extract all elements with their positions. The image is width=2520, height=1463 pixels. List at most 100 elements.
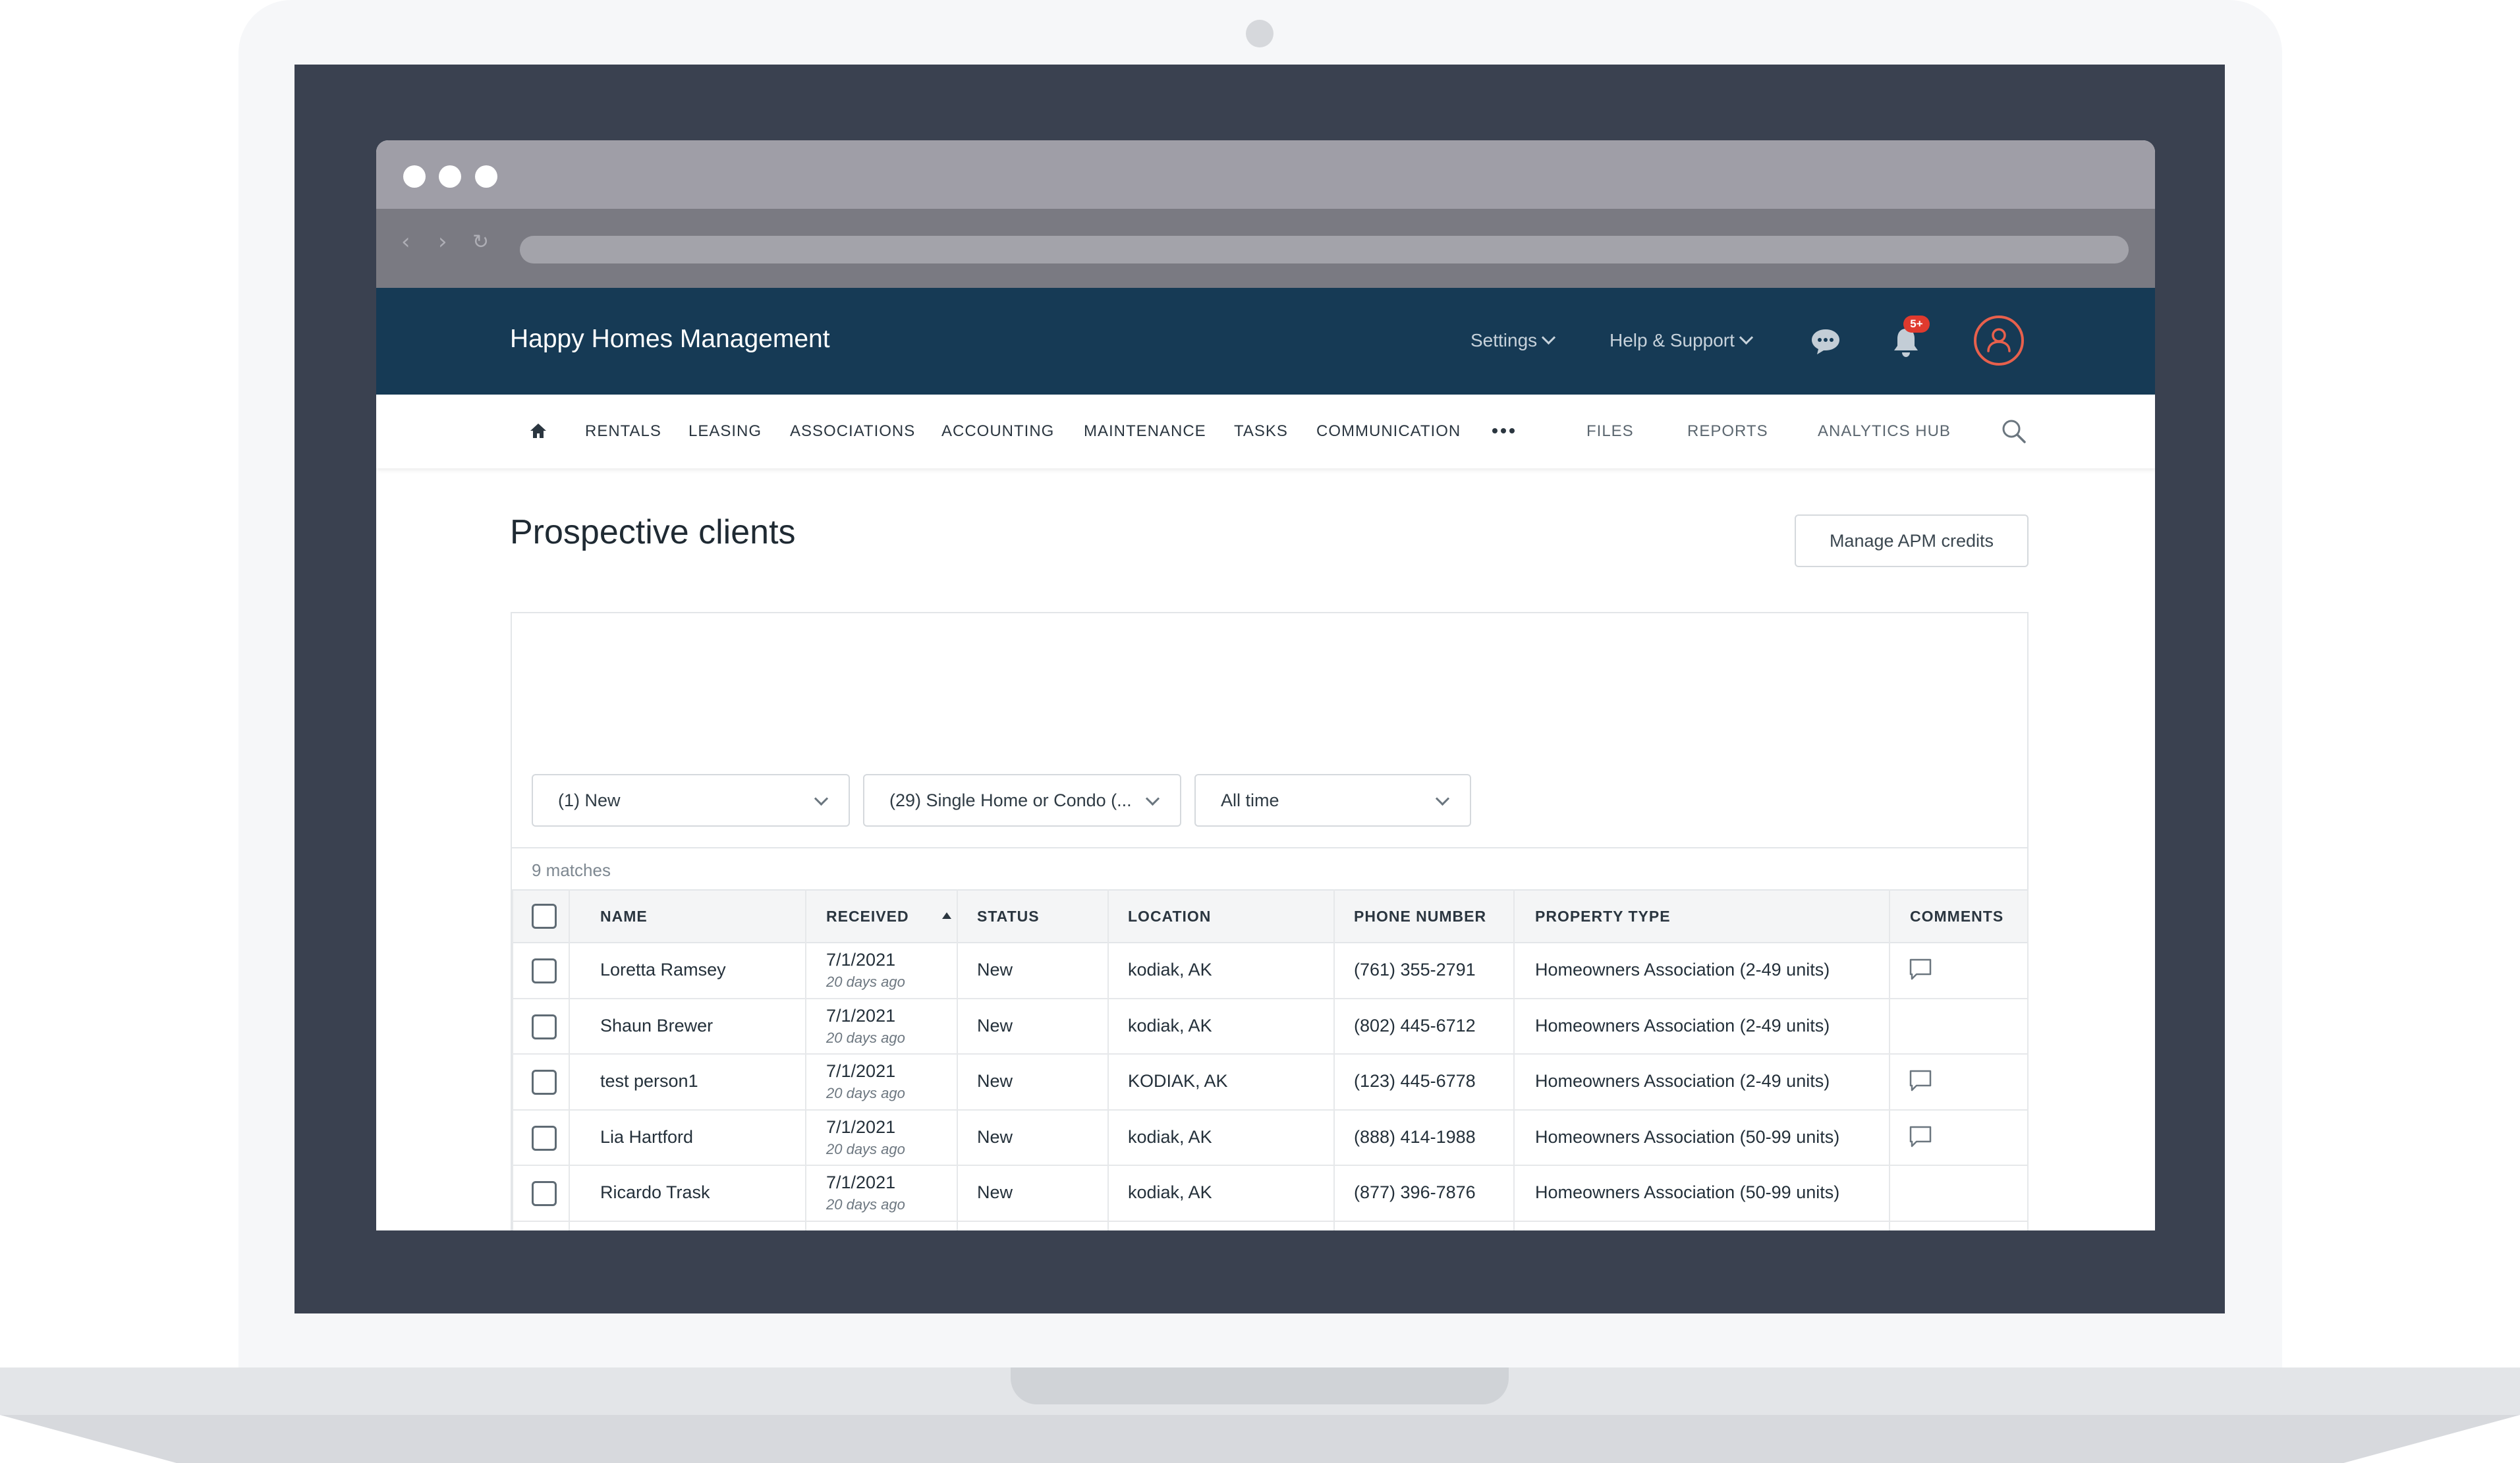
received-date: 7/1/2021 bbox=[826, 950, 896, 970]
row-divider bbox=[512, 1053, 2027, 1055]
notification-badge: 5+ bbox=[1903, 316, 1930, 333]
client-name-link[interactable]: Ricardo Trask bbox=[600, 1182, 710, 1202]
browser-window: ‹ › ↻ Happy Homes Management Settings He… bbox=[376, 140, 2155, 1230]
column-header-location[interactable]: LOCATION bbox=[1128, 908, 1212, 925]
status-value: New bbox=[977, 1182, 1013, 1202]
column-header-received[interactable]: RECEIVED bbox=[826, 908, 909, 925]
back-arrow-icon[interactable]: ‹ bbox=[401, 229, 410, 255]
nav-rentals[interactable]: RENTALS bbox=[585, 422, 661, 440]
column-divider bbox=[1889, 889, 1890, 1230]
app-header: Happy Homes Management Settings Help & S… bbox=[376, 288, 2155, 395]
property-type-filter-value: (29) Single Home or Condo (... bbox=[889, 790, 1132, 810]
client-name-link[interactable]: test person1 bbox=[600, 1071, 698, 1091]
property-type-value: Homeowners Association (50-99 units) bbox=[1535, 1127, 1840, 1147]
column-divider bbox=[569, 889, 570, 1230]
location-value: kodiak, AK bbox=[1128, 1182, 1212, 1202]
status-value: New bbox=[977, 1016, 1013, 1035]
received-relative: 20 days ago bbox=[826, 1030, 905, 1046]
address-bar[interactable] bbox=[520, 236, 2129, 263]
row-checkbox[interactable] bbox=[532, 958, 557, 983]
user-avatar[interactable] bbox=[1974, 316, 2024, 366]
manage-apm-credits-button[interactable]: Manage APM credits bbox=[1795, 514, 2029, 567]
column-header-name[interactable]: NAME bbox=[600, 908, 648, 925]
client-name-link[interactable]: Loretta Ramsey bbox=[600, 960, 726, 980]
column-divider bbox=[1333, 889, 1335, 1230]
received-date: 7/1/2021 bbox=[826, 1006, 896, 1026]
time-filter-value: All time bbox=[1221, 790, 1279, 810]
home-icon[interactable] bbox=[529, 422, 547, 439]
column-header-status[interactable]: STATUS bbox=[977, 908, 1040, 925]
window-minimize-dot[interactable] bbox=[439, 165, 461, 188]
window-maximize-dot[interactable] bbox=[475, 165, 497, 188]
column-divider bbox=[2027, 889, 2029, 1230]
row-checkbox[interactable] bbox=[532, 1181, 557, 1206]
received-date: 7/1/2021 bbox=[826, 1228, 895, 1230]
search-icon[interactable] bbox=[2001, 418, 2027, 445]
comment-icon[interactable] bbox=[1909, 1125, 1932, 1149]
bell-icon[interactable] bbox=[1891, 326, 1920, 359]
row-checkbox[interactable] bbox=[532, 1014, 557, 1039]
column-divider bbox=[805, 889, 806, 1230]
row-divider bbox=[512, 1165, 2027, 1166]
received-relative: 20 days ago bbox=[826, 1141, 905, 1157]
nav-communication[interactable]: COMMUNICATION bbox=[1316, 422, 1461, 440]
received-relative: 20 days ago bbox=[826, 1196, 905, 1213]
settings-label: Settings bbox=[1470, 330, 1538, 350]
location-value: kodiak, AK bbox=[1128, 1016, 1212, 1035]
forward-arrow-icon[interactable]: › bbox=[438, 229, 447, 255]
reload-icon[interactable]: ↻ bbox=[472, 231, 490, 254]
received-date: 7/1/2021 bbox=[826, 1173, 896, 1192]
column-header-comments[interactable]: COMMENTS bbox=[1910, 908, 2004, 925]
user-avatar-icon bbox=[1987, 328, 2011, 352]
time-filter-select[interactable]: All time bbox=[1194, 774, 1471, 827]
filter-divider bbox=[512, 847, 2027, 848]
chevron-down-icon bbox=[814, 791, 829, 806]
row-divider bbox=[512, 998, 2027, 999]
nav-tasks[interactable]: TASKS bbox=[1234, 422, 1288, 440]
status-value: New bbox=[977, 1127, 1013, 1147]
phone-value: (123) 445-6778 bbox=[1354, 1071, 1476, 1091]
help-label: Help & Support bbox=[1610, 330, 1735, 350]
chat-bubble-icon[interactable] bbox=[1810, 327, 1841, 356]
client-name-link[interactable]: Shaun Brewer bbox=[600, 1016, 714, 1035]
property-type-value: Homeowners Association (50-99 units) bbox=[1535, 1182, 1840, 1202]
app-title: Happy Homes Management bbox=[510, 325, 830, 353]
location-value: kodiak, AK bbox=[1128, 1127, 1212, 1147]
nav-files[interactable]: FILES bbox=[1586, 422, 1634, 440]
status-filter-select[interactable]: (1) New bbox=[532, 774, 850, 827]
browser-toolbar: ‹ › ↻ bbox=[376, 209, 2155, 288]
comment-icon[interactable] bbox=[1909, 1069, 1932, 1093]
comment-icon[interactable] bbox=[1909, 958, 1932, 981]
phone-value: (802) 445-6712 bbox=[1354, 1016, 1476, 1035]
window-close-dot[interactable] bbox=[403, 165, 426, 188]
column-header-property-type[interactable]: PROPERTY TYPE bbox=[1535, 908, 1671, 925]
phone-value: (888) 414-1988 bbox=[1354, 1127, 1476, 1147]
row-checkbox[interactable] bbox=[532, 1070, 557, 1095]
status-value: New bbox=[977, 960, 1013, 980]
property-type-filter-select[interactable]: (29) Single Home or Condo (... bbox=[863, 774, 1181, 827]
sort-ascending-icon[interactable] bbox=[942, 912, 951, 919]
table-header bbox=[512, 889, 2027, 943]
property-type-value: Homeowners Association (2-49 units) bbox=[1535, 960, 1830, 980]
chevron-down-icon bbox=[1435, 791, 1450, 806]
chevron-down-icon bbox=[1542, 330, 1556, 345]
nav-leasing[interactable]: LEASING bbox=[688, 422, 762, 440]
nav-maintenance[interactable]: MAINTENANCE bbox=[1084, 422, 1206, 440]
nav-associations[interactable]: ASSOCIATIONS bbox=[790, 422, 916, 440]
help-support-menu[interactable]: Help & Support bbox=[1610, 330, 1753, 351]
select-all-checkbox[interactable] bbox=[532, 904, 557, 929]
status-filter-value: (1) New bbox=[558, 790, 621, 810]
column-header-phone[interactable]: PHONE NUMBER bbox=[1354, 908, 1487, 925]
row-checkbox[interactable] bbox=[532, 1126, 557, 1151]
chevron-down-icon bbox=[1145, 791, 1160, 806]
nav-analytics-hub[interactable]: ANALYTICS HUB bbox=[1818, 422, 1951, 440]
laptop-camera bbox=[1246, 20, 1274, 47]
more-dots-icon[interactable] bbox=[1492, 428, 1515, 434]
nav-accounting[interactable]: ACCOUNTING bbox=[941, 422, 1055, 440]
row-divider bbox=[512, 1109, 2027, 1111]
main-nav: RENTALS LEASING ASSOCIATIONS ACCOUNTING … bbox=[376, 395, 2155, 468]
nav-reports[interactable]: REPORTS bbox=[1687, 422, 1768, 440]
settings-menu[interactable]: Settings bbox=[1470, 330, 1556, 351]
client-name-link[interactable]: Lia Hartford bbox=[600, 1127, 694, 1147]
phone-value: (877) 396-7876 bbox=[1354, 1182, 1476, 1202]
